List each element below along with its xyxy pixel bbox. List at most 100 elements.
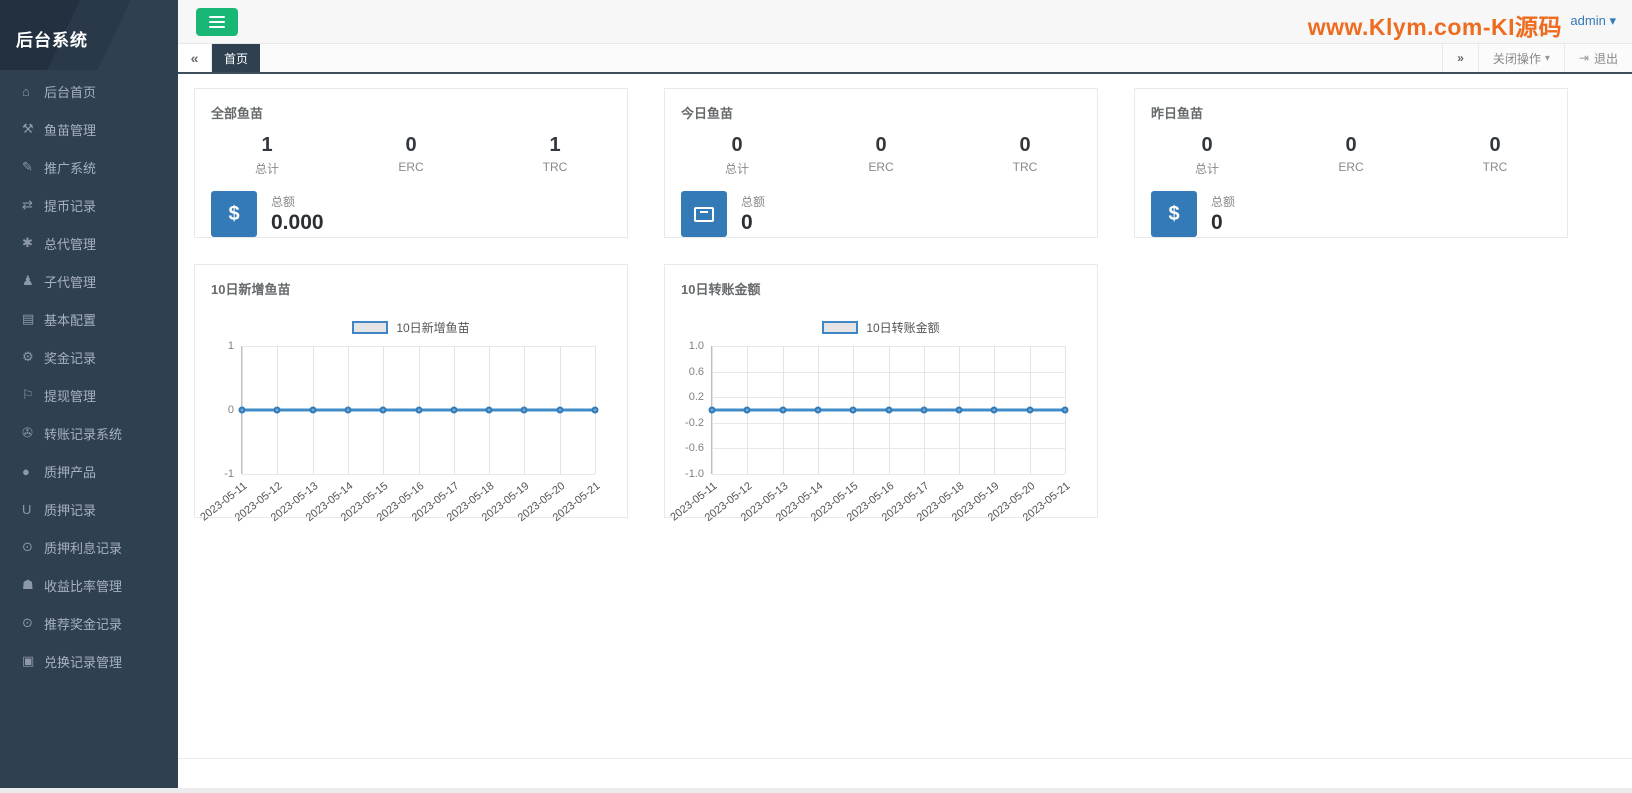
user-dropdown[interactable]: admin ▾ (1570, 13, 1616, 28)
sidebar-item-withdrawal-management[interactable]: ⚐ 提现管理 (0, 376, 178, 414)
total-value: 0 (741, 211, 753, 234)
stat-value: 0 (1345, 134, 1357, 156)
dollar-icon: $ (211, 191, 257, 237)
legend-swatch (822, 321, 859, 334)
sidebar-item-bonus-records[interactable]: ⚙ 奖金记录 (0, 338, 178, 376)
tabs-scroll-left-button[interactable]: « (178, 44, 212, 72)
stat-label: ERC (1338, 160, 1364, 174)
y-axis-label: -0.6 (685, 442, 704, 455)
sidebar-item-label: 质押利息记录 (44, 540, 123, 556)
data-point (415, 406, 422, 414)
sidebar-item-label: 收益比率管理 (44, 578, 123, 594)
sidebar-item-label: 质押记录 (44, 502, 97, 518)
sidebar-item-pledge-products[interactable]: ● 质押产品 (0, 452, 178, 490)
total-value: 0.000 (271, 211, 324, 234)
top-navbar: admin ▾ www.Klym.com-KI源码 (178, 0, 1632, 44)
tabs-scroll-right-button[interactable]: » (1442, 44, 1478, 72)
chart-card-new-fry: 10日新增鱼苗 10日新增鱼苗 1 0 -1 2023-05-11 2023-05-12… (194, 264, 628, 524)
y-axis-label: 1.0 (688, 340, 704, 352)
y-axis-label: -0.2 (685, 416, 704, 429)
power-icon: ⊙ (22, 615, 33, 630)
sidebar-item-home[interactable]: ⌂ 后台首页 (0, 72, 178, 110)
data-point (779, 406, 787, 414)
menu-toggle-button[interactable] (196, 8, 238, 36)
sidebar-item-label: 子代管理 (44, 274, 97, 290)
data-point (990, 406, 998, 414)
stat-label: ERC (868, 160, 894, 174)
legend-label: 10日新增鱼苗 (396, 321, 470, 335)
total-label: 总额 (741, 195, 766, 209)
data-point (1026, 406, 1034, 414)
underline-icon: U (22, 501, 32, 517)
sidebar-item-sub-agent[interactable]: ♟ 子代管理 (0, 262, 178, 300)
cogs-icon: ⚙ (22, 349, 34, 364)
stat-value: 0 (875, 134, 887, 156)
stat-value: 1 (261, 134, 273, 156)
stat-label: 总计 (724, 162, 749, 176)
data-point (309, 406, 317, 414)
horizontal-scrollbar-track[interactable] (0, 788, 1632, 793)
sidebar-item-transfer-record-system[interactable]: ✇ 转账记录系统 (0, 414, 178, 452)
sidebar-item-exchange-record-management[interactable]: ▣ 兑换记录管理 (0, 642, 178, 680)
data-point (920, 406, 928, 414)
archive-icon (681, 191, 727, 237)
home-icon: ⌂ (22, 83, 30, 99)
chart-cards-row: 10日新增鱼苗 10日新增鱼苗 1 0 -1 2023-05-11 2023-05-12… (178, 264, 1632, 524)
stat-label: 总计 (254, 162, 279, 176)
close-operations-dropdown[interactable]: 关闭操作 ▾ (1477, 44, 1564, 72)
data-point (885, 406, 892, 414)
sidebar-item-income-ratio-management[interactable]: ☗ 收益比率管理 (0, 566, 178, 604)
stat-cards-row: 全部鱼苗 1 总计 0 ERC 1 TRC $ 总额 0.000 今日鱼苗 0 总计 0 E… (178, 88, 1632, 238)
hamburger-icon (209, 16, 225, 18)
stat-value: 1 (549, 134, 561, 156)
y-axis-label: 1 (227, 340, 234, 352)
sidebar-item-pledge-interest-records[interactable]: ⊙ 质押利息记录 (0, 528, 178, 566)
sidebar-item-general-agent[interactable]: ✱ 总代管理 (0, 224, 178, 262)
data-point (743, 406, 751, 414)
line-chart-plot: 1 0 -1 2023-05-11 2023-05-12 2023-05-13 2023-0… (198, 340, 602, 524)
y-gridline (712, 474, 1065, 475)
y-axis-label: 0 (227, 404, 234, 416)
sidebar-item-label: 后台首页 (44, 84, 97, 100)
main-content: 全部鱼苗 1 总计 0 ERC 1 TRC $ 总额 0.000 今日鱼苗 0 总计 0 E… (178, 76, 1632, 788)
chart-legend: 10日转账金额 (665, 319, 1097, 336)
asterisk-icon: ✱ (22, 235, 33, 250)
data-point (591, 406, 599, 414)
data-point (520, 406, 528, 414)
logo-area: 后台系统 (0, 0, 178, 70)
stat-value: 0 (731, 134, 743, 156)
sidebar-item-withdraw-coin-records[interactable]: ⇄ 提币记录 (0, 186, 178, 224)
card-title: 今日鱼苗 (681, 106, 734, 121)
data-point (485, 406, 493, 414)
tab-spacer (260, 44, 1442, 72)
sidebar-item-pledge-records[interactable]: U 质押记录 (0, 490, 178, 528)
card-title: 昨日鱼苗 (1151, 106, 1204, 121)
legend-label: 10日转账金额 (866, 321, 940, 335)
stat-label: TRC (1482, 160, 1508, 174)
stat-label: TRC (1012, 160, 1038, 174)
data-point (379, 406, 387, 414)
sidebar-item-basic-config[interactable]: ▤ 基本配置 (0, 300, 178, 338)
tab-strip: « 首页 » 关闭操作 ▾ ⇥ 退出 (178, 44, 1632, 74)
footer-divider (178, 758, 1632, 759)
data-point (450, 406, 458, 414)
card-all-fry: 全部鱼苗 1 总计 0 ERC 1 TRC $ 总额 0.000 (194, 88, 628, 238)
total-value: 0 (1211, 211, 1223, 234)
watermark: www.Klym.com-KI源码 (1307, 14, 1562, 40)
sidebar-nav: ⌂ 后台首页 ⚒ 鱼苗管理 ✎ 推广系统 ⇄ 提币记录 ✱ 总代管理 ♟ 子代管理 ▤ 基本配… (0, 70, 178, 680)
logout-button[interactable]: ⇥ 退出 (1563, 44, 1632, 72)
sidebar-item-referral-bonus-records[interactable]: ⊙ 推荐奖金记录 (0, 604, 178, 642)
sidebar-item-fry-management[interactable]: ⚒ 鱼苗管理 (0, 110, 178, 148)
edit-icon: ✎ (22, 159, 33, 174)
card-yesterday-fry: 昨日鱼苗 0 总计 0 ERC 0 TRC $ 总额 0 (1134, 88, 1568, 238)
data-point (1061, 406, 1069, 414)
stat-label: ERC (398, 160, 424, 174)
sidebar-item-label: 奖金记录 (44, 350, 97, 366)
tab-home[interactable]: 首页 (212, 44, 260, 72)
chart-title: 10日转账金额 (681, 282, 761, 297)
sidebar-item-label: 推荐奖金记录 (44, 616, 123, 632)
users-icon: ♟ (22, 273, 34, 288)
stat-label: TRC (542, 160, 568, 174)
sidebar-item-promotion-system[interactable]: ✎ 推广系统 (0, 148, 178, 186)
data-point (955, 406, 963, 414)
